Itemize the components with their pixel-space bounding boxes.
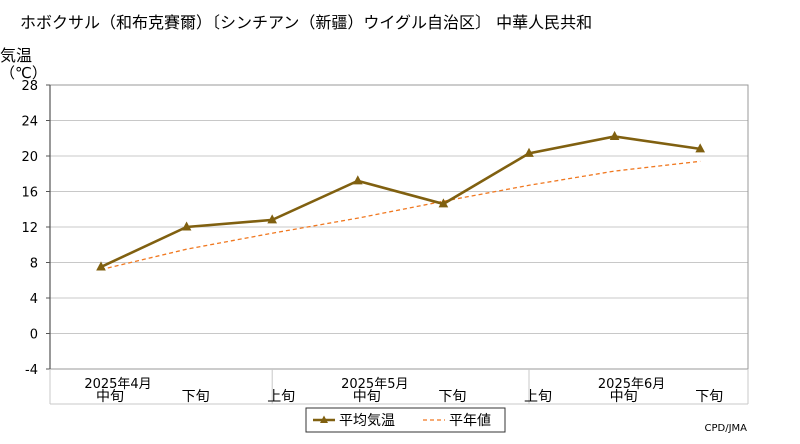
chart-title: ホボクサル（和布克賽爾）〔シンチアン（新疆）ウイグル自治区〕 中華人民共和	[20, 13, 592, 32]
x-tick-label: 下旬	[695, 389, 723, 405]
y-tick-label: 24	[21, 115, 38, 130]
data-point	[96, 261, 106, 271]
gridlines	[50, 120, 748, 334]
y-tick-label: 28	[21, 79, 38, 94]
y-axis-unit: （℃）	[0, 64, 47, 82]
x-tick-label: 上旬	[267, 389, 295, 405]
data-point	[181, 221, 192, 231]
legend: 平均気温 平年値	[305, 407, 506, 433]
data-point	[438, 198, 449, 208]
x-tick-label: 上旬	[524, 389, 552, 405]
x-tick-label: 下旬	[438, 389, 466, 405]
source-credit: CPD/JMA	[705, 423, 748, 434]
y-axis-label: 気温	[0, 46, 32, 65]
data-point	[524, 147, 534, 157]
y-tick-label: 16	[21, 186, 38, 201]
y-tick-label: -4	[25, 363, 38, 378]
y-tick-label: 8	[30, 257, 38, 272]
month-label: 2025年6月	[598, 377, 665, 392]
data-point	[267, 214, 278, 224]
series-line	[100, 160, 701, 271]
legend-marker	[320, 415, 328, 423]
y-tick-label: 20	[21, 150, 38, 165]
x-tick-label: 中旬	[353, 389, 381, 405]
legend-label: 平年値	[449, 413, 491, 429]
data-point	[352, 175, 363, 185]
data-point	[609, 130, 620, 140]
x-tick-label: 下旬	[182, 389, 210, 405]
y-tick-label: 0	[30, 328, 38, 343]
y-tick-label: 12	[21, 221, 38, 236]
legend-box	[305, 407, 506, 433]
series-line	[100, 135, 701, 269]
month-label: 2025年4月	[84, 377, 151, 392]
x-tick-label: 中旬	[96, 389, 124, 405]
data-point	[695, 143, 706, 153]
y-tick-label: 4	[30, 292, 38, 307]
month-label: 2025年5月	[341, 377, 408, 392]
legend-label: 平均気温	[339, 413, 395, 429]
x-tick-label: 中旬	[610, 389, 638, 405]
